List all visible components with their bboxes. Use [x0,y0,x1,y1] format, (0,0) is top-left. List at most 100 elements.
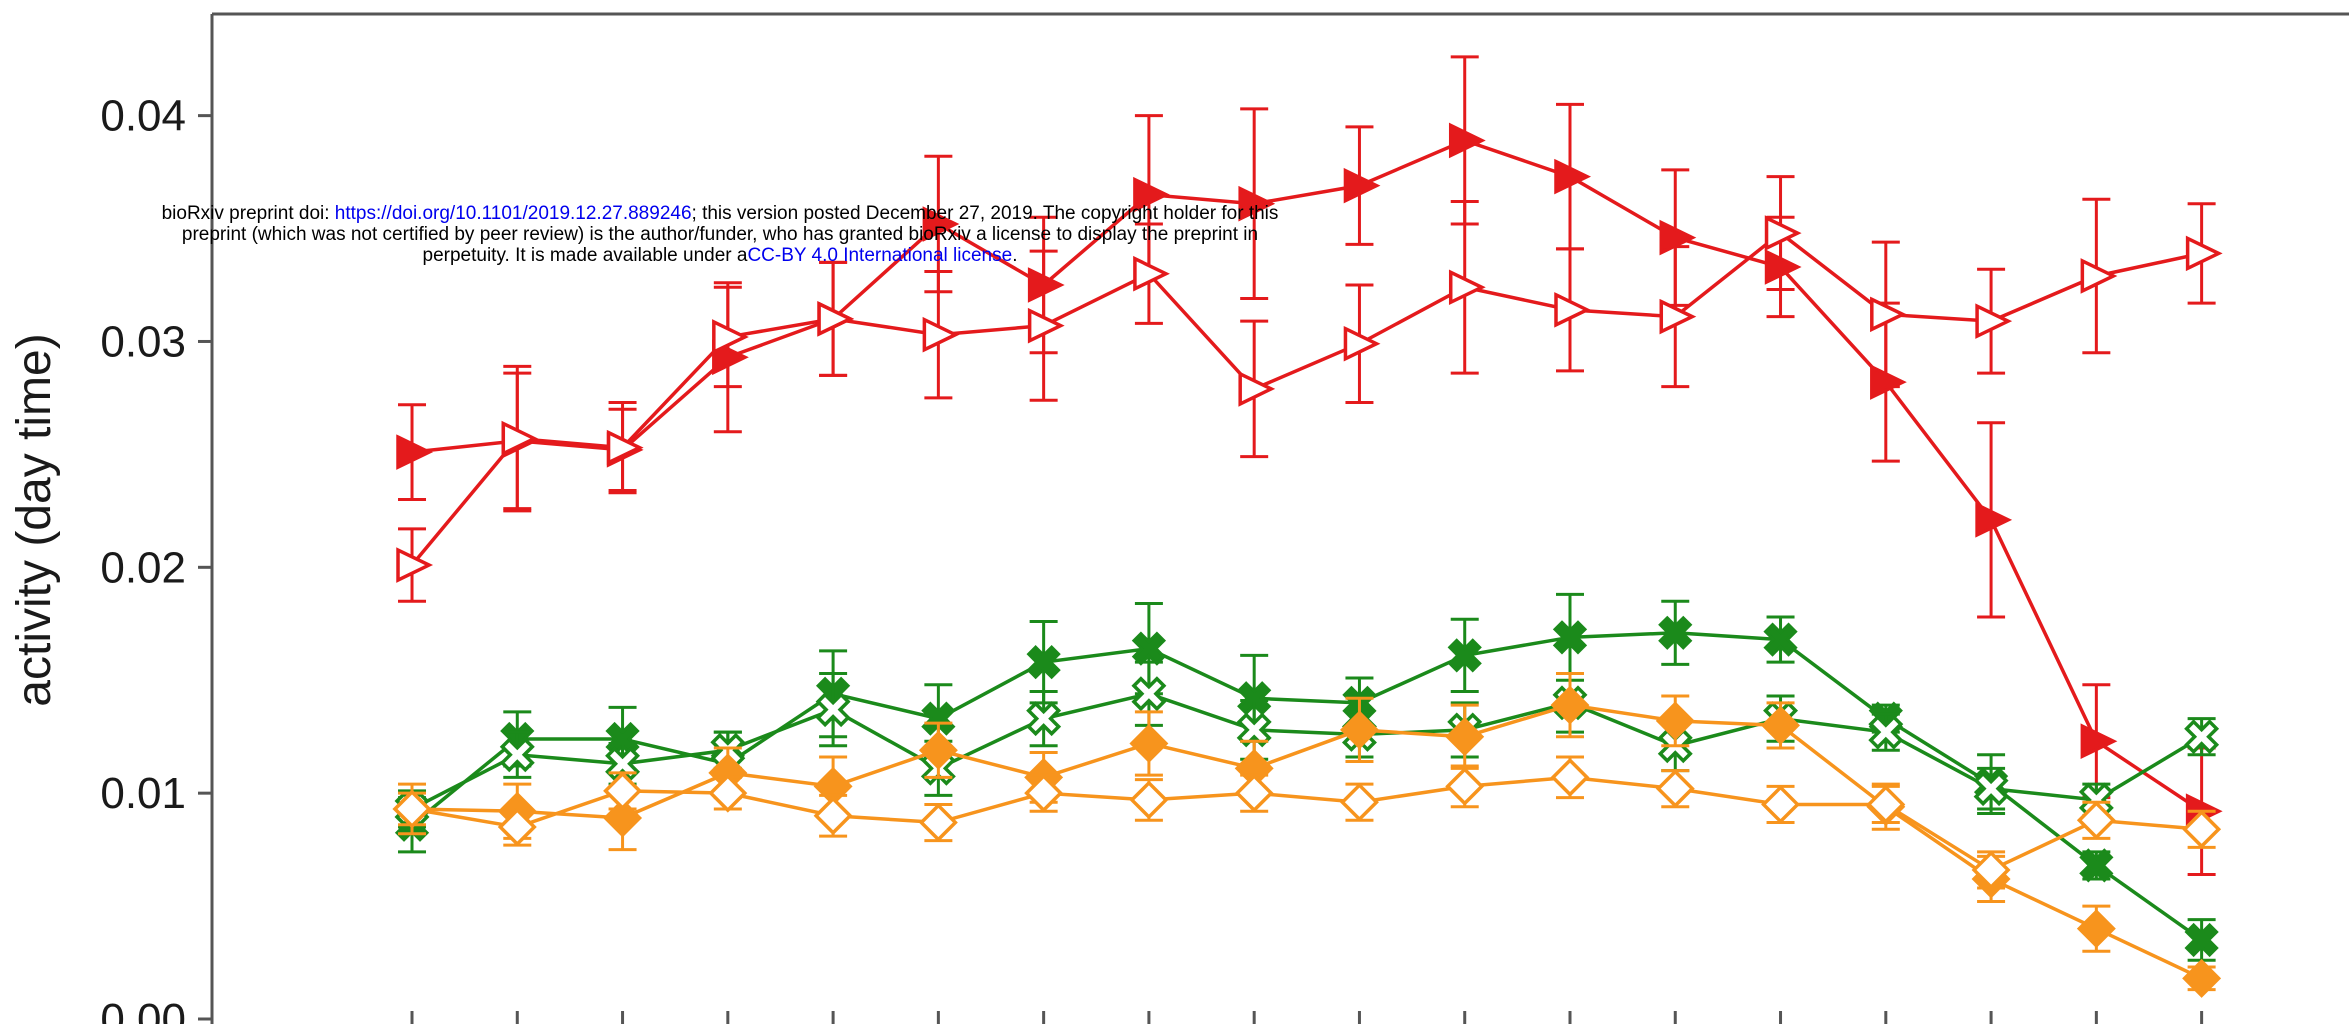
data-point [2076,909,2116,949]
notice-line-2: preprint (which was not certified by pee… [181,224,1259,245]
data-point [922,206,960,242]
data-point [1761,784,1801,824]
data-point [1658,615,1693,650]
notice-line-1-pre: bioRxiv preprint doi: [161,203,335,224]
series-layer [392,55,2223,998]
notice-line-3-post: . [1012,245,1018,266]
data-point [1763,622,1798,657]
data-point [2080,723,2118,760]
data-point [1550,685,1590,725]
series-line [411,703,2203,980]
data-point [921,701,956,736]
data-point [1234,773,1274,813]
data-point [497,807,537,847]
data-point [2076,800,2116,840]
data-point [708,773,748,813]
data-point [2184,719,2220,755]
data-point [499,737,535,773]
notice-line-3-pre: perpetuity. It is made available under a [422,245,748,266]
data-point [2079,848,2114,883]
y-tick-label: 0.03 [100,317,186,366]
data-point [1448,122,1486,159]
license-link[interactable]: CC-BY 4.0 International license [747,245,1013,266]
data-point [1024,773,1064,813]
plot-frame [210,12,2349,1024]
data-point [1339,782,1379,822]
data-point [1973,771,2009,807]
data-point [603,771,643,811]
data-point [1131,676,1167,712]
data-point [1238,185,1276,222]
data-point [1868,714,1904,750]
notice-line-3: perpetuity. It is made available under a… [155,245,1285,266]
data-point [2185,235,2223,272]
x-axis-ticks [410,1011,2204,1024]
data-point [2182,958,2222,998]
data-point [1550,757,1590,797]
data-point [1445,717,1485,757]
data-point [605,746,641,782]
data-point [1238,371,1276,407]
data-point [1870,296,1907,333]
data-point [1445,766,1485,806]
y-tick-label: 0.04 [100,92,186,141]
data-point [1971,850,2011,890]
data-point [2184,922,2219,958]
series-6 [392,755,2222,890]
data-point [392,789,432,829]
data-point [1761,705,1801,745]
data-point [2080,258,2118,294]
data-point [1659,298,1697,335]
series-line [411,691,2203,811]
data-point [1133,176,1170,213]
data-point [1026,645,1061,680]
series-3 [394,592,2219,962]
y-tick-label: 0.00 [100,995,186,1024]
doi-link[interactable]: https://doi.org/10.1101/2019.12.27.88924… [334,203,692,224]
data-point [1554,158,1592,195]
data-point [1655,769,1695,809]
data-point [1339,710,1379,750]
data-point [1554,292,1592,328]
series-line [411,775,2202,872]
series-line [411,138,2203,813]
data-point [396,434,434,470]
y-tick-label: 0.01 [100,769,186,818]
series-2 [396,175,2223,603]
series-4 [394,660,2220,829]
data-point [922,316,960,353]
data-point [606,429,644,466]
series-5 [392,671,2222,998]
y-tick-label: 0.02 [100,543,186,592]
preprint-notice: bioRxiv preprint doi: https://doi.org/10… [155,203,1285,266]
data-point [2182,809,2222,849]
data-point [1133,255,1170,292]
data-point [1343,325,1381,362]
y-axis-label: activity (day time) [8,333,61,706]
data-point [813,796,853,836]
data-point [918,803,958,842]
data-point [815,692,851,728]
y-axis-ticks: 0.00 0.01 0.02 0.03 0.04 [100,92,212,1024]
data-point [1129,780,1169,820]
data-point [396,547,434,583]
data-point [1764,215,1802,251]
data-point [1975,502,2013,538]
data-point [1026,701,1062,737]
data-point [1448,269,1486,306]
data-point [501,420,539,457]
data-point [1655,701,1695,741]
data-point [1659,219,1697,256]
data-point [1866,784,1906,824]
data-point [1236,712,1272,748]
notice-line-1: bioRxiv preprint doi: https://doi.org/10… [155,203,1285,224]
data-point [1447,638,1482,673]
data-point [712,319,749,355]
notice-line-1-post: ; this version posted December 27, 2019.… [691,203,1279,224]
data-point [1975,303,2013,339]
data-point [918,730,958,770]
data-point [1552,620,1588,655]
data-point [817,301,855,337]
data-point [1343,167,1381,204]
